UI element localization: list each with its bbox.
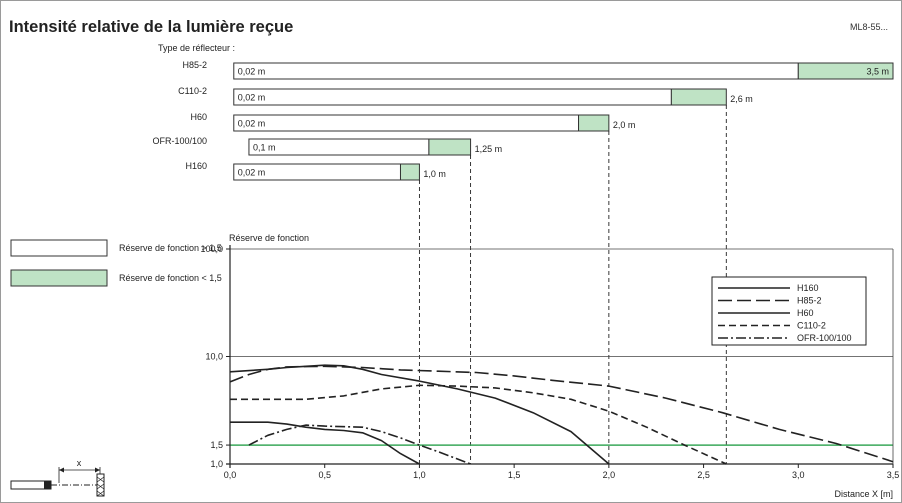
x-tick-label-2: 1,0 (413, 470, 426, 480)
bar-name-2: H60 (190, 112, 207, 122)
reflector-hatch-icon (96, 476, 105, 497)
y-axis-label: Réserve de fonction (229, 233, 309, 243)
x-axis-label: Distance X [m] (834, 489, 893, 499)
legend-label-4: OFR-100/100 (797, 333, 852, 343)
bar-green-segment-2 (578, 114, 610, 132)
line-legend-entries: H160 H85-2 H60 C110-2 OFR-100/100 (718, 283, 852, 343)
bar-max-label-1: 2,6 m (730, 94, 753, 104)
legend-label-reserve-high: Réserve de fonction > 1,5 (119, 243, 222, 253)
legend-label-2: H60 (797, 308, 814, 318)
series-line-1 (229, 365, 894, 463)
x-tick-label-6: 3,0 (792, 470, 805, 480)
bar-white-segment-0 (233, 62, 799, 80)
bar-max-label-2: 2,0 m (613, 120, 636, 130)
legend-label-0: H160 (797, 283, 819, 293)
bar-green-segment-0 (797, 62, 894, 80)
bar-green-segment-4 (399, 163, 420, 181)
bar-white-segment-3 (248, 138, 430, 156)
distance-arrowheads-icon (59, 467, 100, 473)
document-reference: ML8-55... (849, 22, 888, 32)
legend-label-1: H85-2 (797, 296, 822, 306)
legend-box-reserve-low (10, 269, 108, 287)
legend-label-reserve-low: Réserve de fonction < 1,5 (119, 273, 222, 283)
bar-max-label-3: 1,25 m (475, 144, 503, 154)
x-tick-label-7: 3,5 (887, 470, 900, 480)
y-tick-label-0: 1,0 (210, 459, 223, 469)
bar-white-segment-1 (233, 88, 672, 106)
bar-green-segment-1 (670, 88, 727, 106)
legend-label-3: C110-2 (797, 321, 826, 331)
x-tick-label-0: 0,0 (224, 470, 237, 480)
x-tick-label-3: 1,5 (508, 470, 521, 480)
bar-name-1: C110-2 (178, 86, 207, 96)
bar-name-3: OFR-100/100 (152, 136, 207, 146)
bar-min-label-0: 0,02 m (238, 67, 266, 77)
y-tick-label-2: 10,0 (205, 352, 223, 362)
distance-label: x (77, 458, 82, 468)
x-tick-label-1: 0,5 (318, 470, 331, 480)
bar-min-label-2: 0,02 m (238, 119, 266, 129)
bar-name-4: H160 (185, 161, 207, 171)
series-line-3 (230, 384, 727, 465)
bar-white-segment-2 (233, 114, 580, 132)
bar-min-label-4: 0,02 m (238, 168, 266, 178)
y-tick-label-3: 100,0 (200, 244, 223, 254)
series-line-0 (230, 421, 420, 465)
bar-max-label-4: 1,0 m (423, 169, 446, 179)
series-line-4 (248, 424, 471, 465)
distance-diagram: x (10, 458, 105, 497)
bar-min-label-1: 0,02 m (238, 93, 266, 103)
bar-name-0: H85-2 (182, 60, 207, 70)
series-line-2 (229, 364, 610, 465)
y-tick-label-1: 1,5 (210, 440, 223, 450)
range-bars: H85-2 0,02 m 3,5 m C110-2 0,02 m 2,6 m H60 0,02… (152, 60, 894, 464)
page-title: Intensité relative de la lumière reçue (9, 18, 294, 36)
x-tick-label-5: 2,5 (697, 470, 710, 480)
bar-green-segment-3 (428, 138, 472, 156)
bar-min-label-3: 0,1 m (253, 143, 276, 153)
reflector-icon (96, 473, 105, 497)
bar-max-label-0: 3,5 m (866, 67, 889, 77)
x-tick-label-4: 2,0 (603, 470, 616, 480)
legend-box-reserve-high (10, 239, 108, 257)
line-legend: H160 H85-2 H60 C110-2 OFR-100/100 (711, 276, 867, 346)
sensor-lens-icon (44, 481, 51, 489)
line-plot: Réserve de fonction 1,0 1,5 10,0 100,0 0,0 0,5… (200, 233, 899, 499)
reflector-type-label: Type de réflecteur : (158, 43, 235, 53)
